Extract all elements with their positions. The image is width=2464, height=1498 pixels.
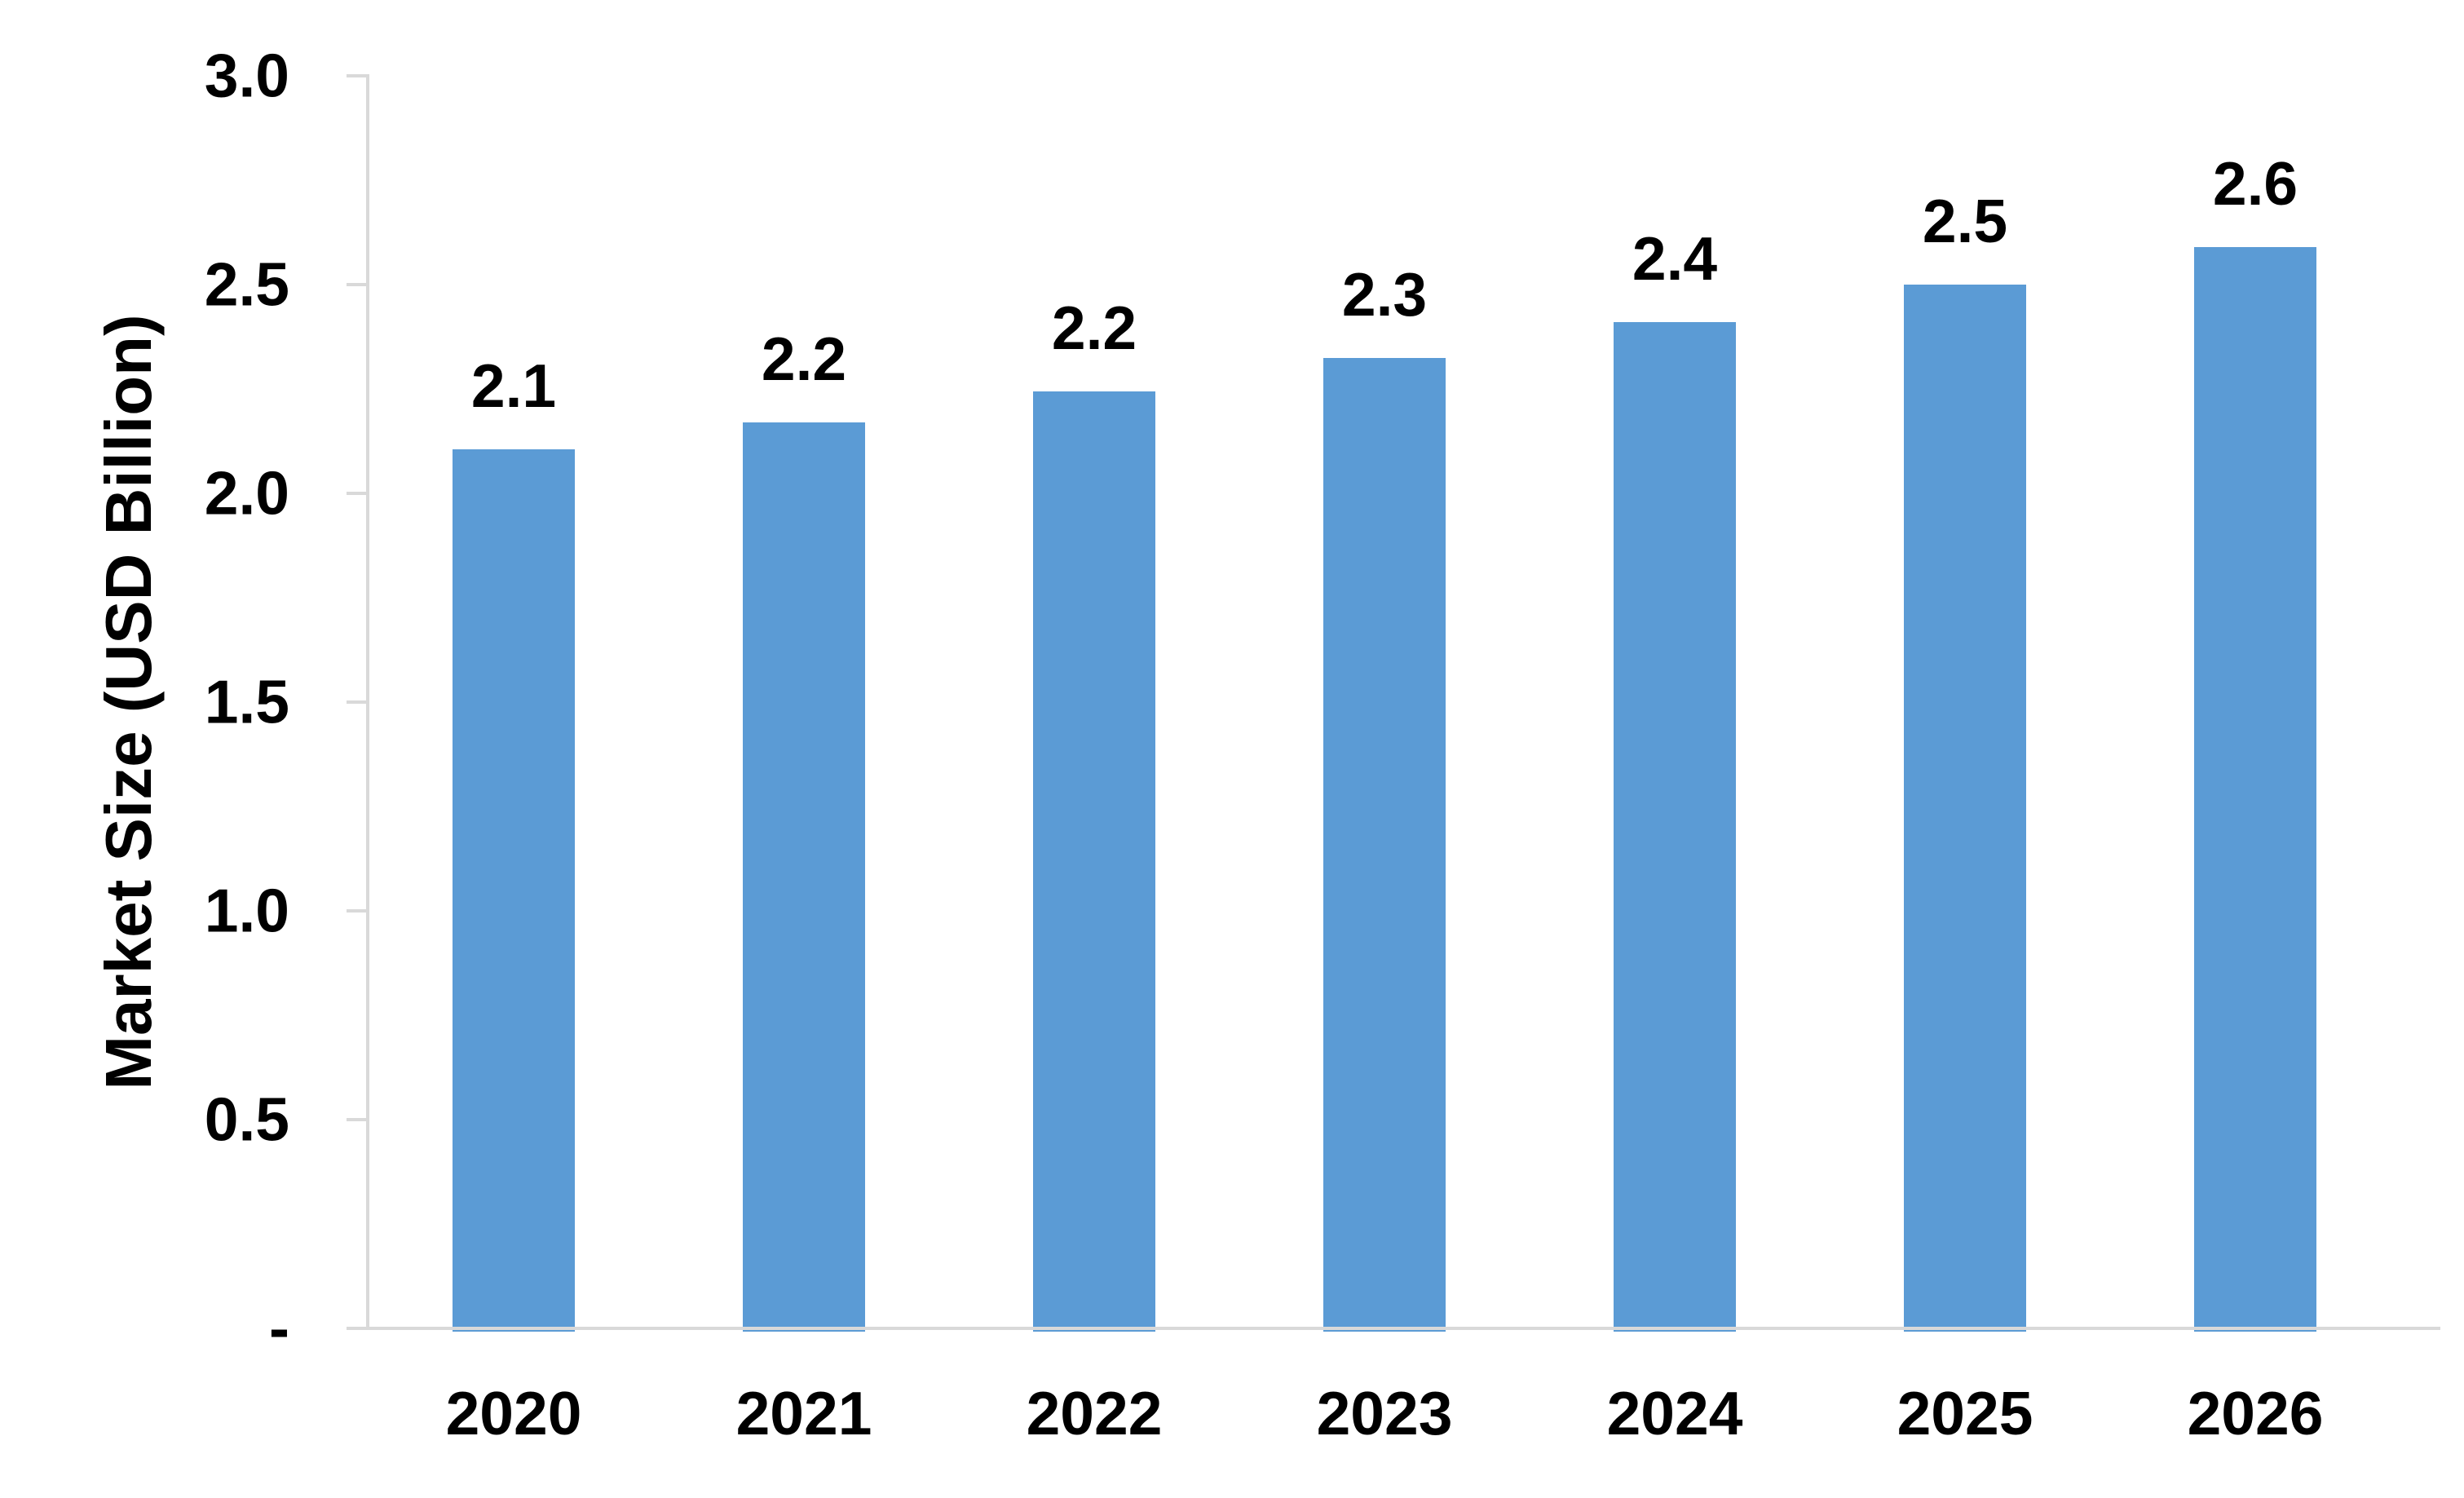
bar-2023 <box>1323 358 1446 1332</box>
bar-value-label-2026: 2.6 <box>2212 149 2298 218</box>
bar-2022 <box>1033 391 1155 1332</box>
x-axis-label-2023: 2023 <box>1316 1379 1453 1447</box>
y-tick-label-3.0: 3.0 <box>204 41 289 110</box>
y-tick-label-0.5: 0.5 <box>204 1085 289 1154</box>
bar-value-label-2022: 2.2 <box>1051 294 1137 362</box>
x-axis-label-2026: 2026 <box>2187 1379 2324 1447</box>
y-tick-label-1.5: 1.5 <box>204 667 289 736</box>
bar-2021 <box>743 422 865 1332</box>
y-tick-label--: - <box>269 1293 289 1363</box>
x-axis-label-2024: 2024 <box>1606 1379 1743 1447</box>
y-tick-mark-3.0 <box>347 74 366 77</box>
bar-2025 <box>1904 285 2026 1332</box>
y-tick-mark-0.5 <box>347 1118 366 1121</box>
y-tick-label-1.0: 1.0 <box>204 876 289 945</box>
x-axis-label-2022: 2022 <box>1026 1379 1163 1447</box>
y-tick-mark-1.0 <box>347 909 366 912</box>
y-tick-mark-2.5 <box>347 283 366 286</box>
bar-2020 <box>453 449 575 1332</box>
x-axis-label-2025: 2025 <box>1897 1379 2033 1447</box>
y-tick-mark-1.5 <box>347 700 366 704</box>
y-tick-label-2.5: 2.5 <box>204 250 289 319</box>
y-axis-line <box>366 74 369 1330</box>
x-axis-line <box>347 1327 2440 1330</box>
y-tick-mark-2.0 <box>347 492 366 495</box>
bar-value-label-2025: 2.5 <box>1922 187 2008 255</box>
bar-value-label-2021: 2.2 <box>761 325 847 393</box>
bar-2026 <box>2194 247 2316 1332</box>
bar-2024 <box>1614 322 1736 1332</box>
x-axis-label-2020: 2020 <box>445 1379 582 1447</box>
y-tick-label-2.0: 2.0 <box>204 458 289 528</box>
x-axis-label-2021: 2021 <box>735 1379 872 1447</box>
bar-value-label-2024: 2.4 <box>1632 224 1718 293</box>
bar-value-label-2020: 2.1 <box>470 351 557 420</box>
bar-value-label-2023: 2.3 <box>1341 260 1428 329</box>
